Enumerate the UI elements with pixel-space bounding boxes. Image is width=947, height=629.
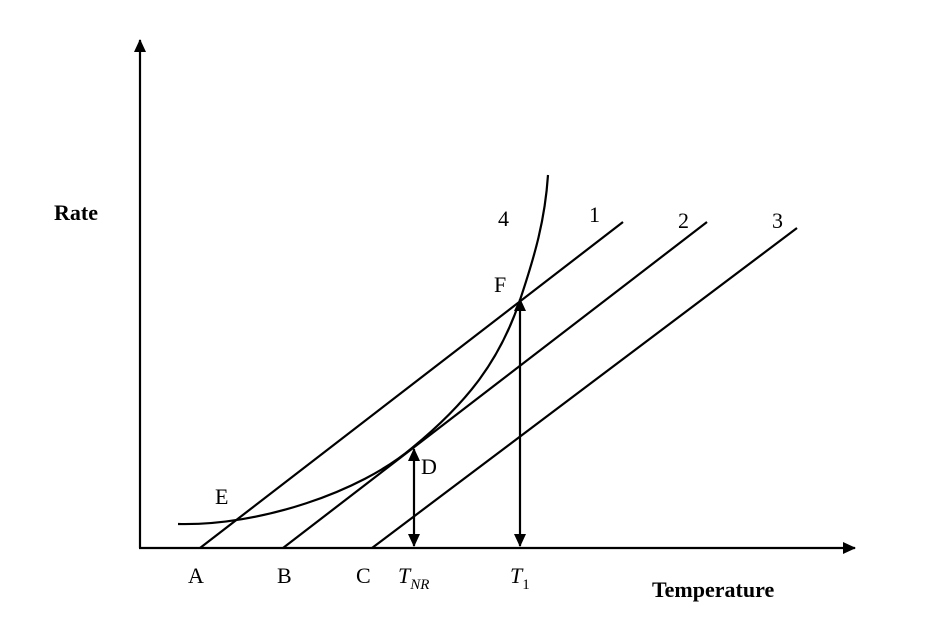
subscript: 1 [522,577,530,593]
temperature-label: TNR [398,563,429,593]
point-label: F [494,272,506,297]
subscript: NR [409,577,429,593]
symbol: T [398,563,412,588]
temperature-label: T1 [510,563,530,593]
point-label: B [277,563,292,588]
line-3 [371,227,798,549]
point-label: D [421,454,437,479]
point-label: C [356,563,371,588]
line-label: 3 [772,208,783,233]
line-label: 4 [498,206,509,231]
line-label: 2 [678,208,689,233]
line-1 [199,221,624,549]
curve-4 [177,174,550,526]
symbol: T [510,563,524,588]
point-label: E [215,484,228,509]
y-label: Rate [54,200,98,225]
line-label: 1 [589,202,600,227]
line-2 [282,221,708,549]
point-label: A [188,563,204,588]
x-label: Temperature [652,577,774,602]
